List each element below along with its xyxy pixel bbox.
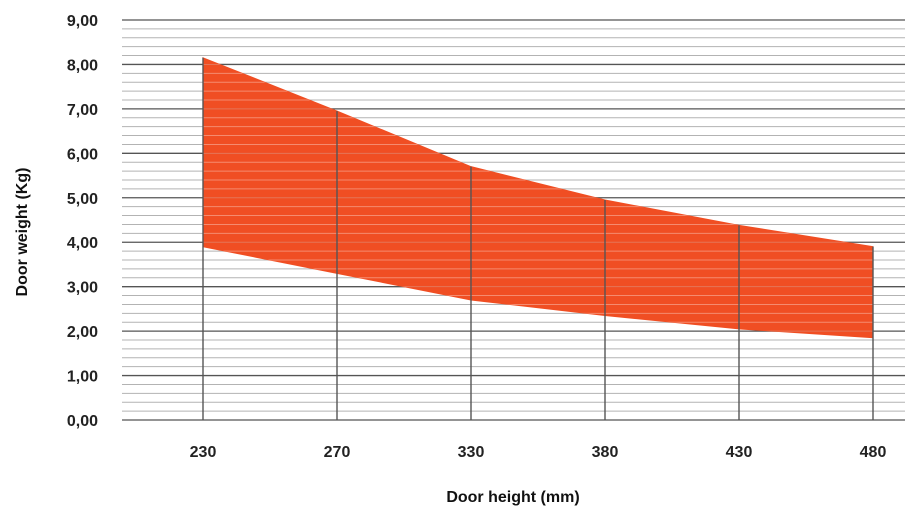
y-tick-label: 7,00: [67, 102, 98, 119]
y-axis-title: Door weight (Kg): [14, 168, 31, 297]
y-tick-label: 9,00: [67, 13, 98, 30]
y-tick-label: 5,00: [67, 191, 98, 208]
y-tick-label: 6,00: [67, 146, 98, 163]
y-tick-label: 1,00: [67, 369, 98, 386]
y-tick-label: 4,00: [67, 235, 98, 252]
y-tick-label: 0,00: [67, 413, 98, 430]
y-tick-label: 3,00: [67, 280, 98, 297]
x-tick-label: 330: [458, 444, 485, 461]
x-tick-label: 380: [592, 444, 619, 461]
x-tick-label: 430: [726, 444, 753, 461]
y-tick-label: 2,00: [67, 324, 98, 341]
x-tick-label: 230: [190, 444, 217, 461]
y-tick-label: 8,00: [67, 57, 98, 74]
x-tick-label: 480: [860, 444, 887, 461]
area-layer: [202, 57, 874, 339]
x-tick-label: 270: [324, 444, 351, 461]
label-layer: 0,00 1,00 2,00 3,00 4,00 5,00 6,00 7,00 8,00 9,00…: [67, 13, 887, 461]
vertical-lines-layer: [202, 57, 874, 420]
x-axis-title: Door height (mm): [446, 489, 579, 506]
